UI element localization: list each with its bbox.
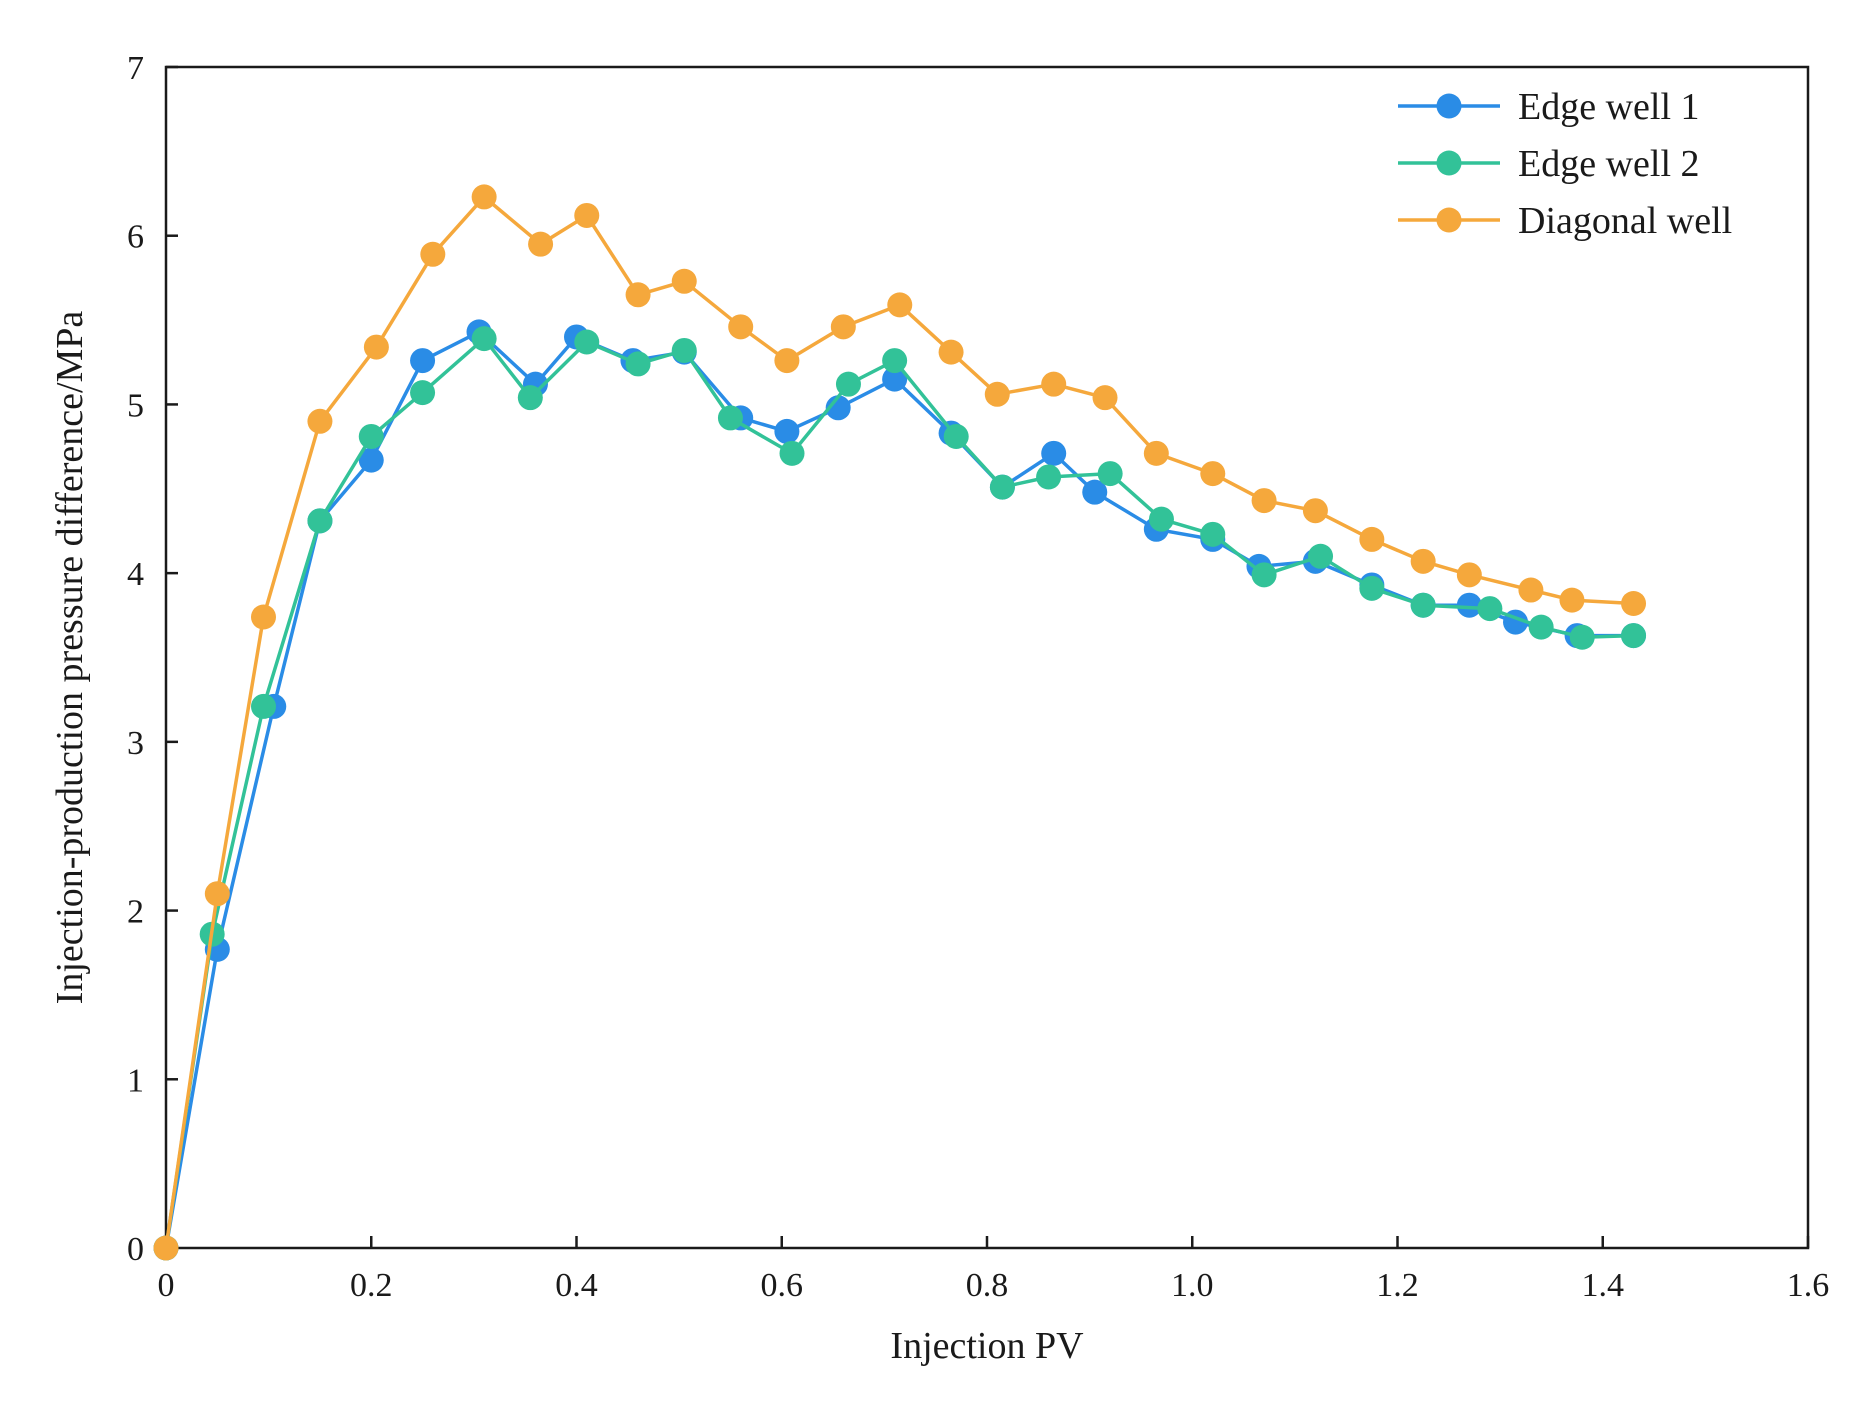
data-point [830, 314, 856, 340]
legend-item: Edge well 2 [1398, 143, 1700, 185]
data-point [1041, 371, 1067, 397]
data-point [943, 423, 969, 449]
data-point [153, 1235, 179, 1261]
series-diagonal-well [153, 184, 1647, 1261]
data-point [1308, 543, 1334, 569]
data-point [1097, 461, 1123, 487]
data-point [1200, 521, 1226, 547]
data-point [1143, 440, 1169, 466]
data-point [307, 408, 333, 434]
data-point [938, 339, 964, 365]
legend-marker [1436, 207, 1462, 233]
legend-item: Edge well 1 [1398, 86, 1700, 128]
data-point [887, 292, 913, 318]
data-point [984, 381, 1010, 407]
data-point [574, 329, 600, 355]
legend-marker [1436, 93, 1462, 119]
data-point [1456, 592, 1482, 618]
data-point [1359, 575, 1385, 601]
data-point [1528, 614, 1554, 640]
y-tick-label: 4 [127, 556, 144, 593]
axes: 0 0.2 0.4 0.6 0.8 1.0 1.2 1.4 1.6 0 1 2 3 4 5 6 7 [127, 50, 1829, 1304]
data-point [1082, 479, 1108, 505]
data-point [1410, 592, 1436, 618]
series-edge-well-2 [153, 326, 1647, 1261]
data-point [989, 474, 1015, 500]
data-point [1518, 577, 1544, 603]
data-point [250, 604, 276, 630]
data-point [1359, 526, 1385, 552]
data-point [471, 326, 497, 352]
x-axis-title: Injection PV [890, 1325, 1084, 1367]
x-tick-label: 0.2 [350, 1267, 393, 1304]
legend: Edge well 1 Edge well 2 Diagonal well [1398, 86, 1732, 242]
data-point [625, 282, 651, 308]
y-axis-title: Injection-production pressure difference… [49, 311, 91, 1005]
data-point [779, 440, 805, 466]
data-point [1569, 624, 1595, 650]
data-point [671, 268, 697, 294]
data-point [410, 380, 436, 406]
data-point [307, 508, 333, 534]
data-point [410, 348, 436, 374]
legend-label: Edge well 1 [1518, 86, 1700, 128]
data-point [625, 351, 651, 377]
data-point [363, 334, 389, 360]
legend-marker [1436, 150, 1462, 176]
data-point [358, 423, 384, 449]
data-point [717, 405, 743, 431]
data-point [1092, 385, 1118, 411]
legend-label: Diagonal well [1518, 200, 1732, 242]
data-point [1456, 562, 1482, 588]
data-point [1410, 548, 1436, 574]
data-point [774, 348, 800, 374]
data-point [1621, 623, 1647, 649]
x-tick-label: 0.4 [555, 1267, 598, 1304]
x-tick-label: 1.0 [1171, 1267, 1214, 1304]
legend-item: Diagonal well [1398, 200, 1732, 242]
data-point [358, 447, 384, 473]
data-point [517, 385, 543, 411]
data-point [1041, 440, 1067, 466]
data-point [1251, 562, 1277, 588]
x-tick-label: 0.6 [761, 1267, 804, 1304]
x-tick-label: 0.8 [966, 1267, 1009, 1304]
data-point [835, 371, 861, 397]
data-point [882, 348, 908, 374]
series-layer [153, 184, 1647, 1261]
data-point [1477, 596, 1503, 622]
legend-label: Edge well 2 [1518, 143, 1700, 185]
data-point [250, 693, 276, 719]
data-point [774, 418, 800, 444]
data-point [882, 366, 908, 392]
x-tick-label: 1.2 [1376, 1267, 1419, 1304]
x-tick-label: 1.4 [1582, 1267, 1625, 1304]
data-point [671, 337, 697, 363]
data-point [1251, 488, 1277, 514]
data-point [471, 184, 497, 210]
x-tick-label: 0 [158, 1267, 175, 1304]
y-tick-label: 1 [127, 1062, 144, 1099]
data-point [1036, 464, 1062, 490]
data-point [1559, 587, 1585, 613]
y-tick-label: 3 [127, 725, 144, 762]
data-point [1621, 591, 1647, 617]
data-point [204, 881, 230, 907]
data-point [1302, 498, 1328, 524]
data-point [574, 202, 600, 228]
y-tick-label: 7 [127, 50, 144, 87]
y-tick-label: 5 [127, 387, 144, 424]
data-point [420, 241, 446, 267]
y-tick-label: 0 [127, 1231, 144, 1268]
y-tick-label: 6 [127, 219, 144, 256]
data-point [825, 395, 851, 421]
data-point [1148, 506, 1174, 532]
data-point [528, 231, 554, 257]
x-tick-label: 1.6 [1787, 1267, 1830, 1304]
data-point [1200, 461, 1226, 487]
y-tick-label: 2 [127, 894, 144, 931]
data-point [728, 314, 754, 340]
